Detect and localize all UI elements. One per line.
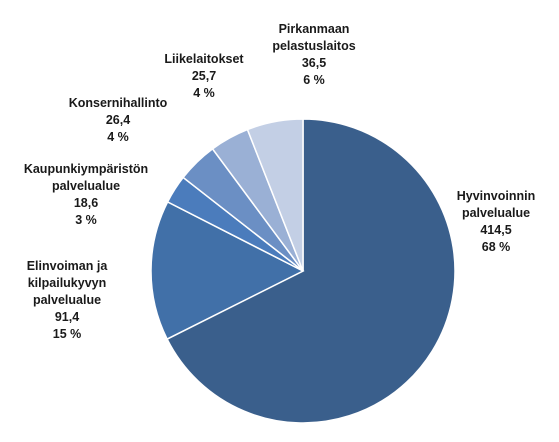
slice-label: Pirkanmaan pelastuslaitos 36,5 6 % xyxy=(272,22,355,87)
slice-value: 26,4 xyxy=(106,113,130,127)
slice-label: Liikelaitokset 25,7 4 % xyxy=(164,52,244,100)
slice-percent: 68 % xyxy=(482,240,511,254)
slice-percent: 15 % xyxy=(53,327,82,341)
pie-slice xyxy=(246,118,304,272)
slice-value: 414,5 xyxy=(480,223,511,237)
slice-name: Kaupunkiympäristön xyxy=(24,162,148,176)
slice-name: palvelualue xyxy=(462,206,530,220)
slice-label: Konsernihallinto 26,4 4 % xyxy=(69,96,168,144)
slice-name: palvelualue xyxy=(52,179,120,193)
slice-value: 91,4 xyxy=(55,310,79,324)
slice-name: Elinvoiman ja xyxy=(27,259,109,273)
pie-slice xyxy=(150,200,305,341)
slice-percent: 4 % xyxy=(107,130,129,144)
slice-name: kilpailukyvyn xyxy=(28,276,107,290)
slice-name: Liikelaitokset xyxy=(164,52,244,66)
slice-name: Pirkanmaan xyxy=(279,22,350,36)
slice-name: Konsernihallinto xyxy=(69,96,168,110)
slice-name: palvelualue xyxy=(33,293,101,307)
slice-value: 18,6 xyxy=(74,196,98,210)
slice-percent: 6 % xyxy=(303,73,325,87)
slice-value: 36,5 xyxy=(302,56,326,70)
pie-slice xyxy=(166,118,456,424)
slice-name: Hyvinvoinnin xyxy=(457,189,535,203)
slice-label: Hyvinvoinnin palvelualue 414,5 68 % xyxy=(457,189,535,254)
pie-slices xyxy=(150,118,456,424)
slice-name: pelastuslaitos xyxy=(272,39,355,53)
slice-percent: 4 % xyxy=(193,86,215,100)
slice-value: 25,7 xyxy=(192,69,216,83)
slice-label: Elinvoiman ja kilpailukyvyn palvelualue 91,… xyxy=(27,259,109,341)
slice-label: Kaupunkiympäristön palvelualue 18,6 3 % xyxy=(24,162,148,227)
slice-percent: 3 % xyxy=(75,213,97,227)
pie-labels: Hyvinvoinnin palvelualue 414,5 68 % Elinvoim… xyxy=(24,22,535,341)
